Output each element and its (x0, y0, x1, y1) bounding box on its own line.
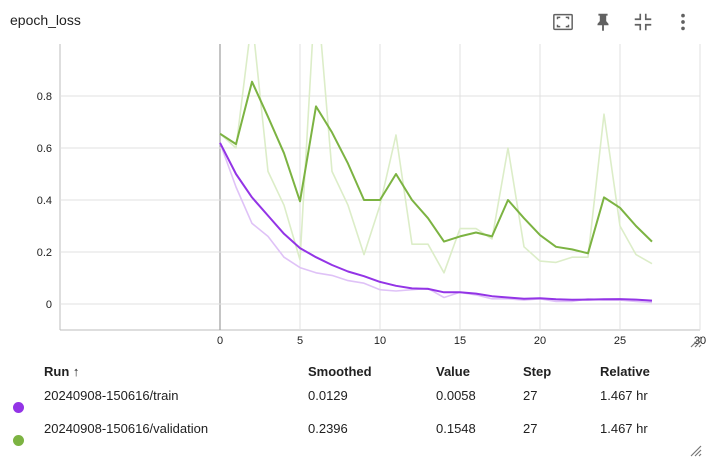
header-run[interactable]: Run ↑ (44, 364, 80, 379)
smoothed-value: 0.2396 (308, 421, 348, 436)
fit-domain-button[interactable] (545, 8, 581, 36)
pin-icon (597, 13, 609, 31)
smoothed-value: 0.0129 (308, 388, 348, 403)
y-tick-label: 0.2 (37, 247, 52, 259)
header-step[interactable]: Step (523, 364, 552, 379)
pin-button[interactable] (585, 8, 621, 36)
run-color-dot (13, 435, 24, 446)
y-tick-label: 0.8 (37, 91, 52, 103)
raw-line-validation (219, 44, 653, 274)
step-value: 27 (523, 421, 538, 436)
y-tick-label: 0.6 (37, 143, 52, 155)
step-value: 27 (523, 388, 538, 403)
resize-handle-icon (690, 445, 702, 457)
raw-value: 0.1548 (436, 421, 476, 436)
table-resize-handle[interactable] (688, 443, 702, 457)
x-tick-label: 5 (297, 335, 303, 347)
collapse-icon (634, 13, 652, 31)
smoothed-line-validation (219, 80, 653, 255)
run-color-dot (13, 402, 24, 413)
resize-handle-icon (690, 336, 702, 348)
run-name: 20240908-150616/validation (44, 421, 209, 436)
card-title: epoch_loss (10, 12, 81, 28)
table-row: 20240908-150616/train 0.0129 0.0058 27 1… (0, 386, 709, 416)
raw-value: 0.0058 (436, 388, 476, 403)
run-name: 20240908-150616/train (44, 388, 179, 403)
x-tick-label: 15 (454, 335, 466, 347)
loss-chart[interactable]: 0 5 10 15 20 25 30 0 0.2 0.4 0.6 0.8 (0, 40, 709, 350)
y-tick-label: 0 (46, 299, 52, 311)
raw-line-train (219, 142, 653, 304)
table-header: Run ↑ Smoothed Value Step Relative (0, 358, 709, 388)
header-smoothed[interactable]: Smoothed (308, 364, 372, 379)
header-value[interactable]: Value (436, 364, 470, 379)
table-row: 20240908-150616/validation 0.2396 0.1548… (0, 419, 709, 449)
more-options-button[interactable] (665, 8, 701, 36)
chart-resize-handle[interactable] (688, 334, 702, 348)
x-tick-label: 25 (614, 335, 626, 347)
x-tick-label: 10 (374, 335, 386, 347)
card-toolbar (545, 8, 701, 36)
smoothed-line-train (219, 142, 653, 302)
fit-domain-icon (553, 13, 573, 31)
header-relative[interactable]: Relative (600, 364, 650, 379)
relative-value: 1.467 hr (600, 388, 648, 403)
x-tick-label: 0 (217, 335, 223, 347)
x-tick-label: 20 (534, 335, 546, 347)
x-tick-label: 30 (694, 335, 706, 347)
more-vert-icon (681, 13, 685, 31)
y-tick-label: 0.4 (37, 195, 52, 207)
collapse-button[interactable] (625, 8, 661, 36)
relative-value: 1.467 hr (600, 421, 648, 436)
